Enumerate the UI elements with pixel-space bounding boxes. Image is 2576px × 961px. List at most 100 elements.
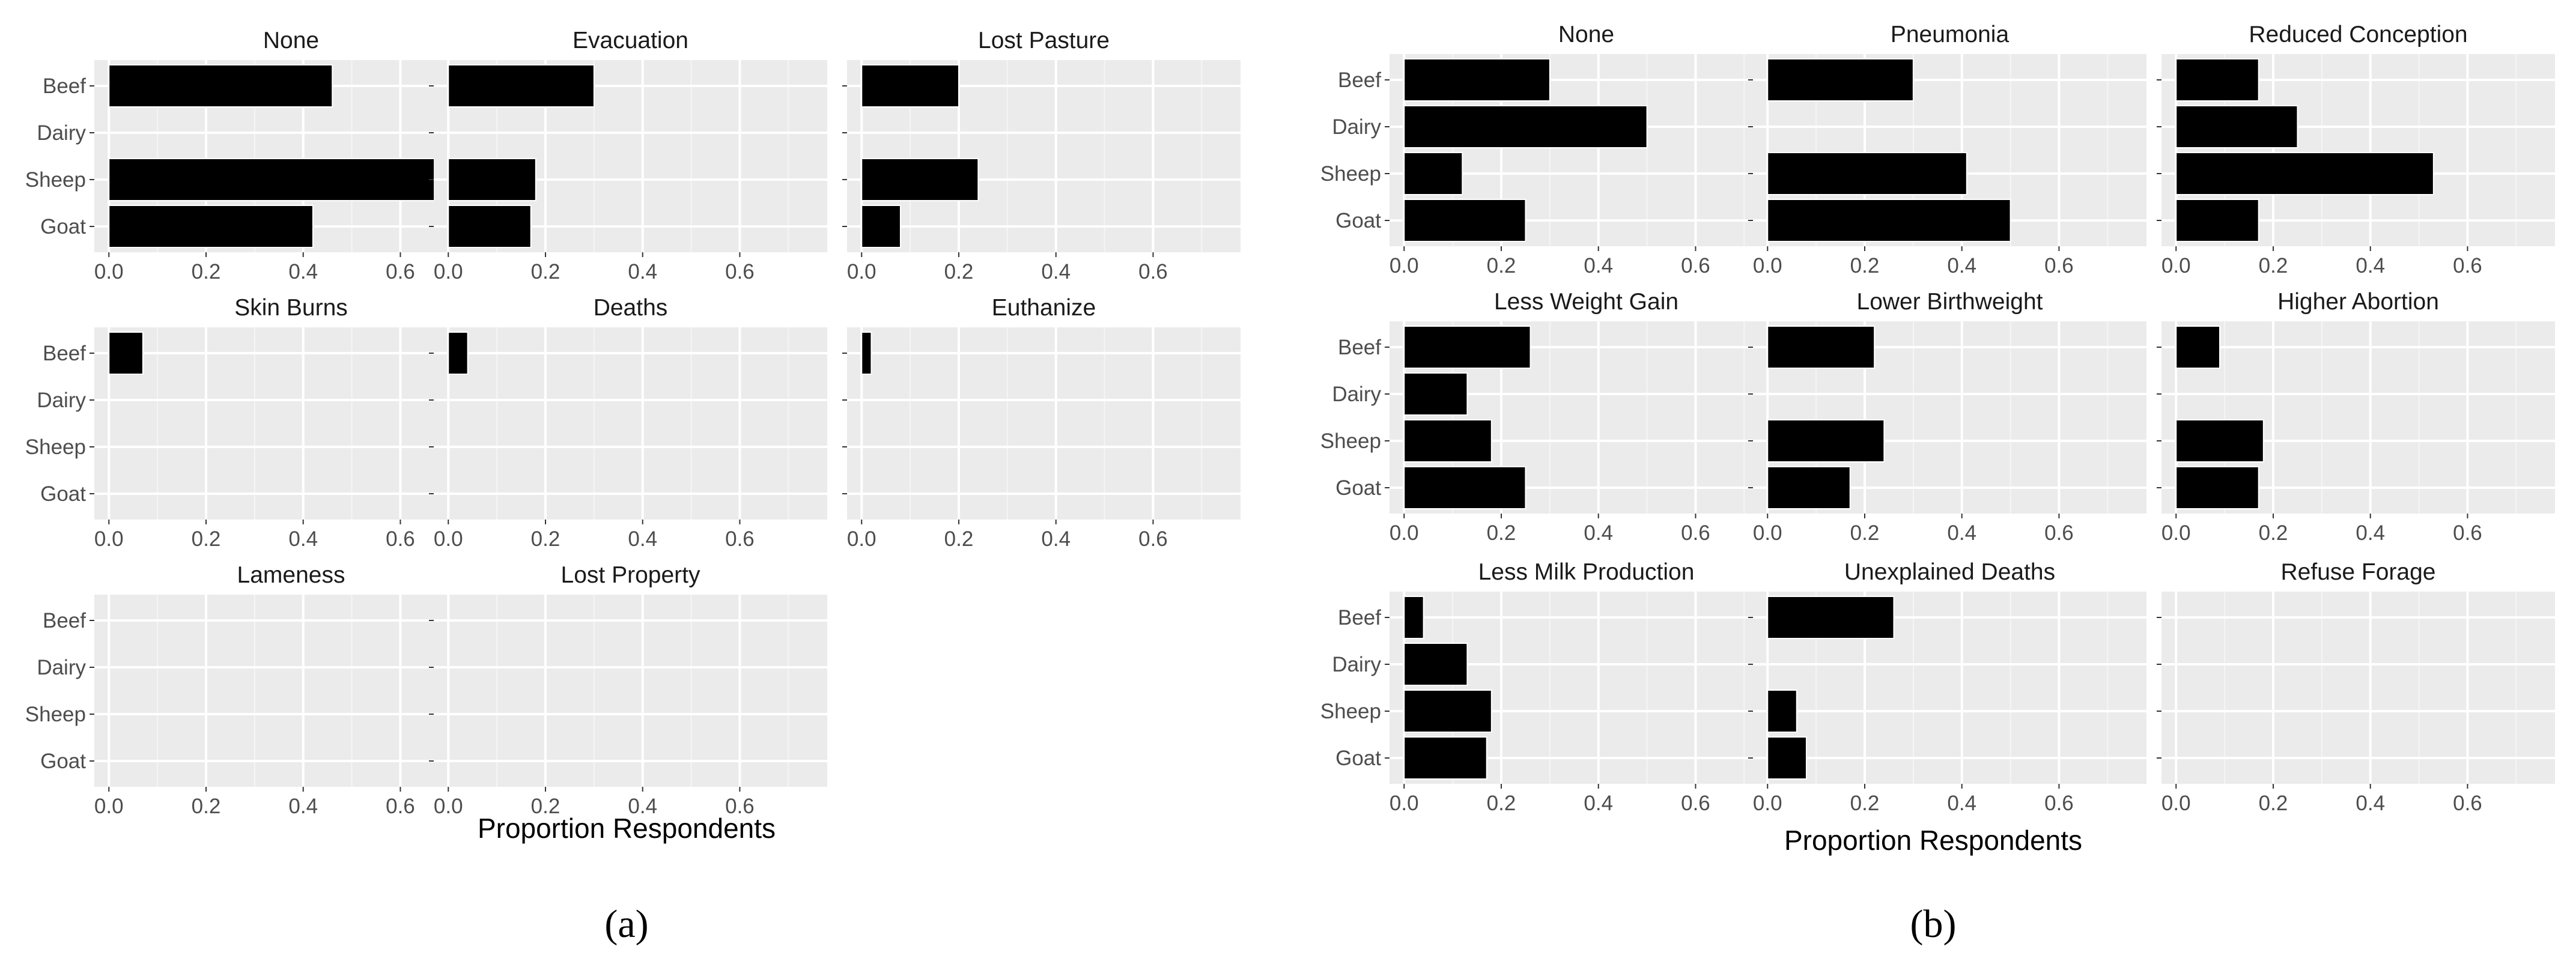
facet-0-7: 0.0 0.2 0.4 0.6 Lost Property (429, 562, 827, 818)
y-tick-label-sheep: Sheep (1320, 700, 1381, 723)
x-tick-label: 0.0 (847, 527, 876, 551)
facet-title: Euthanize (992, 295, 1096, 321)
x-tick-label: 0.2 (192, 260, 221, 283)
y-tick-label-goat: Goat (40, 482, 86, 506)
x-tick-label: 0.0 (434, 527, 463, 551)
x-tick-label: 0.6 (2044, 792, 2074, 815)
panel-background (434, 327, 827, 520)
bar-goat (2175, 466, 2259, 509)
facet-0-0: 0.0 0.2 0.4 0.6 Beef Dairy Sheep Goat None (25, 28, 488, 283)
bar-dairy (1403, 643, 1468, 686)
facet-1-8: 0.0 0.2 0.4 0.6 Refuse Forage (2157, 559, 2555, 815)
x-tick-label: 0.2 (1850, 254, 1880, 277)
bar-beef (448, 332, 469, 375)
x-axis-title: Proportion Respondents (1784, 825, 2082, 856)
bar-goat (2175, 199, 2259, 242)
x-tick-label: 0.4 (628, 260, 657, 283)
bar-goat (1403, 466, 1526, 509)
facet-title: Less Weight Gain (1494, 289, 1678, 315)
y-tick-label-sheep: Sheep (1320, 162, 1381, 186)
x-tick-label: 0.2 (944, 260, 974, 283)
x-tick-label: 0.4 (1041, 260, 1071, 283)
bar-goat (1403, 736, 1487, 780)
bar-sheep (2175, 419, 2264, 462)
x-tick-label: 0.6 (1681, 521, 1710, 545)
x-tick-label: 0.0 (1390, 792, 1419, 815)
bar-beef (1403, 326, 1531, 369)
subfigure-label: (a) (604, 902, 648, 946)
x-tick-label: 0.0 (434, 260, 463, 283)
x-tick-label: 0.4 (1584, 792, 1613, 815)
bar-beef (1767, 596, 1895, 639)
x-tick-label: 0.6 (2453, 521, 2482, 545)
x-tick-label: 0.0 (1753, 254, 1782, 277)
x-tick-label: 0.6 (2453, 792, 2482, 815)
x-tick-label: 0.2 (1487, 254, 1516, 277)
x-tick-label: 0.2 (531, 527, 560, 551)
x-tick-label: 0.2 (1487, 792, 1516, 815)
x-tick-label: 0.2 (944, 527, 974, 551)
x-tick-label: 0.6 (386, 527, 415, 551)
facet-1-7: 0.0 0.2 0.4 0.6 Unexplained Deaths (1748, 559, 2146, 815)
y-tick-label-dairy: Dairy (37, 121, 86, 145)
y-tick-label-sheep: Sheep (25, 168, 86, 192)
y-tick-label-dairy: Dairy (1332, 115, 1381, 139)
bar-goat (108, 205, 314, 248)
x-tick-label: 0.6 (386, 260, 415, 283)
x-tick-label: 0.4 (1947, 792, 1976, 815)
facet-title: Refuse Forage (2281, 559, 2436, 585)
facet-1-4: 0.0 0.2 0.4 0.6 Lower Birthweight (1748, 289, 2146, 545)
bar-dairy (1403, 105, 1648, 148)
x-tick-label: 0.4 (628, 527, 657, 551)
x-tick-label: 0.2 (2259, 792, 2288, 815)
y-tick-label-beef: Beef (1338, 606, 1381, 629)
y-tick-label-goat: Goat (40, 215, 86, 238)
x-tick-label: 0.4 (288, 527, 318, 551)
x-tick-label: 0.6 (1681, 792, 1710, 815)
x-tick-label: 0.2 (192, 527, 221, 551)
x-tick-label: 0.6 (725, 795, 755, 818)
facet-0-1: 0.0 0.2 0.4 0.6 Evacuation (429, 28, 827, 283)
y-tick-label-goat: Goat (40, 750, 86, 773)
y-tick-label-beef: Beef (1338, 68, 1381, 92)
bar-sheep (1403, 690, 1492, 733)
x-tick-label: 0.0 (1753, 792, 1782, 815)
bar-dairy (1403, 372, 1468, 416)
facet-title: Lower Birthweight (1857, 289, 2043, 315)
y-tick-label-dairy: Dairy (37, 389, 86, 412)
x-tick-label: 0.2 (1487, 521, 1516, 545)
y-tick-label-dairy: Dairy (37, 656, 86, 679)
x-tick-label: 0.0 (434, 795, 463, 818)
x-tick-label: 0.6 (2044, 254, 2074, 277)
bar-beef (1403, 58, 1551, 102)
y-tick-label-goat: Goat (1335, 209, 1381, 232)
facet-1-0: 0.0 0.2 0.4 0.6 Beef Dairy Sheep Goat None (1320, 22, 1783, 277)
x-tick-label: 0.2 (2259, 254, 2288, 277)
bar-goat (448, 205, 532, 248)
facet-0-4: 0.0 0.2 0.4 0.6 Deaths (429, 295, 827, 551)
x-tick-label: 0.4 (2356, 254, 2385, 277)
x-tick-label: 0.2 (531, 795, 560, 818)
x-tick-label: 0.2 (2259, 521, 2288, 545)
facet-title: Reduced Conception (2249, 22, 2467, 47)
x-tick-label: 0.6 (386, 795, 415, 818)
y-tick-label-beef: Beef (43, 609, 86, 632)
bar-dairy (2175, 105, 2298, 148)
y-tick-label-sheep: Sheep (25, 435, 86, 459)
facet-title: None (263, 28, 319, 53)
x-axis-title: Proportion Respondents (478, 813, 776, 844)
y-tick-label-dairy: Dairy (1332, 653, 1381, 676)
y-tick-label-beef: Beef (43, 74, 86, 98)
y-tick-label-sheep: Sheep (25, 703, 86, 726)
x-tick-label: 0.0 (94, 795, 124, 818)
facet-title: Higher Abortion (2277, 289, 2439, 315)
panel-background (94, 595, 488, 787)
x-tick-label: 0.2 (1850, 792, 1880, 815)
x-tick-label: 0.0 (2161, 521, 2191, 545)
x-tick-label: 0.0 (94, 260, 124, 283)
x-tick-label: 0.4 (1947, 521, 1976, 545)
bar-sheep (448, 158, 536, 201)
x-tick-label: 0.4 (1584, 254, 1613, 277)
x-tick-label: 0.4 (2356, 521, 2385, 545)
